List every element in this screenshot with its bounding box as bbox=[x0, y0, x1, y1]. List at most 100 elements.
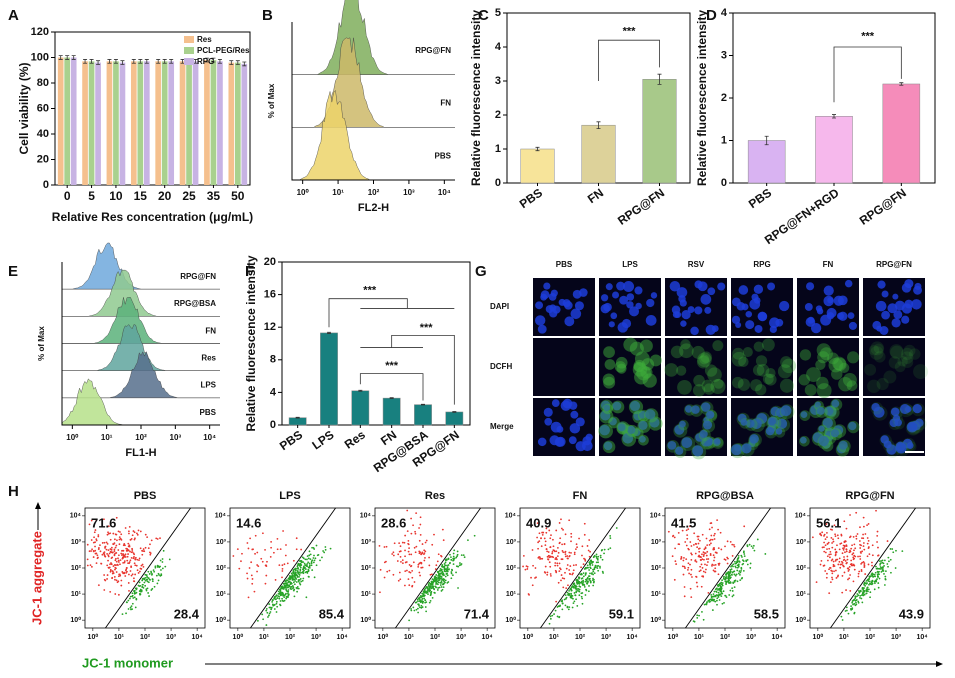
cytoplasm bbox=[713, 378, 724, 389]
dot bbox=[137, 584, 140, 587]
dot bbox=[568, 569, 571, 571]
x-tick-label: 25 bbox=[182, 189, 196, 203]
y-tick-label: 10¹ bbox=[796, 591, 807, 598]
x-tick-label: 10⁰ bbox=[668, 633, 679, 641]
nucleus bbox=[626, 301, 634, 309]
dot bbox=[706, 544, 709, 547]
x-tick-label: FN bbox=[585, 186, 606, 207]
dot bbox=[443, 563, 446, 565]
dot bbox=[855, 601, 857, 604]
nucleus bbox=[700, 294, 712, 305]
dot bbox=[137, 529, 140, 532]
dot bbox=[577, 576, 580, 579]
dot bbox=[841, 561, 844, 564]
dot bbox=[279, 600, 282, 602]
dot bbox=[599, 565, 601, 568]
cytoplasm bbox=[906, 420, 921, 435]
dot bbox=[589, 580, 592, 583]
dot bbox=[128, 525, 131, 528]
dot bbox=[874, 579, 877, 582]
dot bbox=[688, 548, 690, 551]
significance-label: *** bbox=[623, 26, 637, 38]
dot bbox=[428, 588, 431, 591]
dot bbox=[161, 558, 164, 560]
dot bbox=[138, 581, 141, 584]
dot bbox=[706, 564, 708, 567]
cytoplasm bbox=[637, 419, 651, 433]
dot bbox=[150, 573, 153, 576]
nucleus bbox=[906, 442, 914, 450]
dot bbox=[561, 543, 564, 546]
dot bbox=[558, 570, 561, 573]
dot bbox=[300, 580, 303, 583]
dot bbox=[826, 542, 829, 545]
dot bbox=[425, 585, 428, 588]
dot bbox=[264, 548, 266, 551]
dot bbox=[256, 564, 259, 566]
dot bbox=[439, 568, 442, 570]
dot bbox=[587, 580, 590, 583]
dot bbox=[859, 547, 862, 549]
y-tick-label: 10² bbox=[651, 565, 662, 572]
cytoplasm bbox=[697, 352, 712, 368]
dot bbox=[446, 566, 449, 569]
dot bbox=[834, 533, 836, 536]
nucleus bbox=[667, 440, 677, 450]
dot bbox=[701, 533, 704, 536]
dot bbox=[120, 584, 123, 587]
dot bbox=[740, 569, 742, 572]
lower-right-population bbox=[121, 549, 171, 616]
dot bbox=[422, 600, 425, 603]
dot bbox=[303, 562, 306, 565]
dot bbox=[710, 522, 713, 524]
dot bbox=[425, 610, 428, 613]
dot bbox=[161, 567, 164, 570]
panel-letter: H bbox=[8, 483, 19, 500]
nucleus bbox=[609, 417, 617, 426]
dot bbox=[698, 570, 701, 573]
y-tick-label: 10² bbox=[796, 565, 807, 572]
dot bbox=[268, 614, 270, 617]
dot bbox=[821, 546, 824, 549]
dot bbox=[866, 537, 869, 539]
dot bbox=[860, 562, 863, 565]
dot bbox=[92, 550, 95, 553]
dot bbox=[305, 596, 308, 599]
cytoplasm bbox=[623, 337, 638, 352]
dot bbox=[857, 575, 860, 578]
cytoplasm bbox=[774, 427, 786, 438]
dot bbox=[107, 549, 110, 551]
dot bbox=[117, 561, 120, 563]
dot bbox=[551, 614, 554, 617]
dot bbox=[561, 600, 564, 603]
dot bbox=[545, 527, 548, 530]
dot bbox=[563, 598, 566, 601]
bar bbox=[204, 60, 210, 185]
dot bbox=[141, 553, 144, 556]
dot bbox=[251, 578, 254, 580]
dot bbox=[597, 561, 600, 564]
dot bbox=[452, 555, 455, 558]
dot bbox=[609, 547, 612, 549]
dot bbox=[879, 562, 882, 565]
y-tick-label: 10³ bbox=[506, 539, 517, 546]
dot bbox=[460, 554, 463, 556]
cytoplasm bbox=[893, 417, 905, 430]
dot bbox=[875, 565, 877, 568]
dot bbox=[252, 548, 254, 551]
dot bbox=[864, 533, 867, 535]
dot bbox=[829, 566, 831, 569]
y-tick-label: 10¹ bbox=[651, 591, 662, 598]
nucleus bbox=[603, 302, 612, 312]
dot bbox=[286, 562, 289, 565]
dot bbox=[878, 560, 881, 563]
cytoplasm bbox=[742, 347, 753, 358]
dot bbox=[275, 594, 278, 597]
dot bbox=[437, 553, 440, 556]
dot bbox=[115, 516, 118, 519]
dot bbox=[700, 585, 703, 588]
dot bbox=[294, 574, 296, 577]
dot bbox=[573, 551, 576, 554]
dot bbox=[311, 569, 314, 571]
nucleus bbox=[650, 292, 658, 299]
